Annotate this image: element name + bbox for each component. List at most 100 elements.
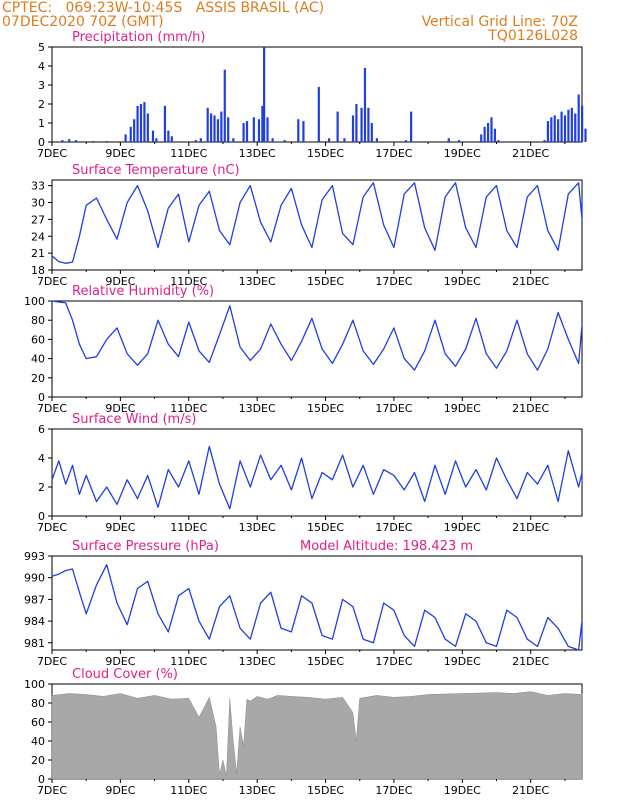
precip-bar (550, 117, 553, 142)
precip-bar (367, 107, 370, 142)
y-tick-label: 100 (24, 295, 45, 308)
precip-bar (105, 141, 108, 142)
series-line (51, 564, 583, 651)
precip-bar (232, 138, 235, 142)
precip-bar (242, 123, 245, 142)
x-tick-label: 19DEC (444, 402, 481, 415)
y-tick-label: 993 (24, 550, 45, 563)
precip-bar (146, 113, 149, 142)
panel-frame (51, 428, 583, 517)
x-tick-label: 19DEC (444, 655, 481, 668)
x-tick-label: 15DEC (307, 521, 344, 534)
x-tick-label: 15DEC (307, 784, 344, 797)
precip-bar (317, 86, 320, 142)
precip-bar (457, 140, 461, 142)
y-tick-label: 40 (31, 735, 45, 748)
precip-bar (68, 139, 71, 142)
precip-bar (486, 123, 490, 142)
precip-bar (223, 69, 226, 142)
y-tick-label: 4 (38, 452, 45, 465)
y-tick-label: 987 (24, 593, 45, 606)
x-tick-label: 17DEC (375, 147, 412, 160)
panel-frame (51, 555, 583, 651)
precip-bar (139, 104, 143, 142)
precip-bar (266, 117, 269, 142)
series-line (51, 300, 583, 371)
precip-bar (447, 138, 450, 142)
x-tick-label: 19DEC (444, 147, 481, 160)
y-tick-label: 990 (24, 572, 45, 585)
precip-bar (61, 140, 64, 142)
precip-bar (483, 126, 486, 142)
precip-bar (170, 136, 173, 142)
x-tick-label: 21DEC (512, 147, 549, 160)
precip-bar (283, 140, 286, 142)
precip-bar (574, 113, 577, 142)
x-tick-label: 7DEC (37, 402, 67, 415)
precip-bar (497, 140, 500, 142)
precip-bar (252, 117, 255, 142)
precip-bar (261, 105, 264, 142)
y-tick-label: 27 (31, 213, 45, 226)
x-tick-label: 19DEC (444, 521, 481, 534)
x-tick-label: 15DEC (307, 402, 344, 415)
precip-bar (480, 134, 483, 142)
precip-bar (297, 119, 300, 142)
y-tick-label: 0 (38, 136, 45, 149)
y-tick-label: 0 (38, 773, 45, 786)
precip-bar (584, 128, 587, 142)
x-tick-label: 21DEC (512, 784, 549, 797)
x-tick-label: 7DEC (37, 275, 67, 288)
x-tick-label: 11DEC (170, 784, 207, 797)
x-tick-label: 9DEC (105, 784, 135, 797)
precip-bar (355, 104, 358, 142)
x-tick-label: 11DEC (170, 147, 207, 160)
precip-bar (577, 94, 580, 142)
x-tick-label: 9DEC (105, 275, 135, 288)
y-tick-label: 4 (38, 60, 45, 73)
panel-5 (48, 555, 583, 654)
y-tick-label: 20 (31, 372, 45, 385)
precip-bar (553, 115, 556, 142)
x-tick-label: 9DEC (105, 402, 135, 415)
x-tick-label: 15DEC (307, 275, 344, 288)
y-tick-label: 40 (31, 353, 45, 366)
x-tick-label: 21DEC (512, 655, 549, 668)
x-tick-label: 13DEC (239, 521, 276, 534)
panel-frame (51, 300, 583, 398)
precip-bar (245, 121, 249, 142)
x-tick-label: 17DEC (375, 655, 412, 668)
x-tick-label: 21DEC (512, 521, 549, 534)
panel-4 (48, 428, 583, 520)
y-tick-label: 2 (38, 481, 45, 494)
precip-bar (343, 138, 346, 142)
x-tick-label: 17DEC (375, 275, 412, 288)
precip-bar (194, 140, 197, 142)
x-tick-label: 7DEC (37, 147, 67, 160)
precip-bar (210, 113, 213, 142)
precip-bar (336, 111, 339, 142)
x-tick-label: 11DEC (170, 402, 207, 415)
x-tick-label: 11DEC (170, 275, 207, 288)
precip-bar (227, 117, 230, 142)
x-tick-label: 19DEC (444, 784, 481, 797)
x-tick-label: 15DEC (307, 147, 344, 160)
panel-1 (48, 46, 587, 146)
y-tick-label: 21 (31, 247, 45, 260)
y-tick-label: 0 (38, 391, 45, 404)
x-tick-label: 13DEC (239, 655, 276, 668)
model-code: TQ0126L028 (488, 28, 578, 44)
y-tick-label: 60 (31, 333, 45, 346)
precip-bar (155, 138, 158, 142)
x-tick-label: 13DEC (239, 402, 276, 415)
cloud-area (51, 691, 583, 780)
x-tick-label: 7DEC (37, 784, 67, 797)
x-tick-label: 13DEC (239, 147, 276, 160)
precip-bar (581, 105, 584, 142)
precip-bar (271, 138, 274, 142)
precip-bar (493, 128, 497, 142)
precip-bar (375, 138, 379, 142)
precip-bar (143, 102, 146, 142)
panel-title: Precipitation (mm/h) (72, 30, 205, 45)
